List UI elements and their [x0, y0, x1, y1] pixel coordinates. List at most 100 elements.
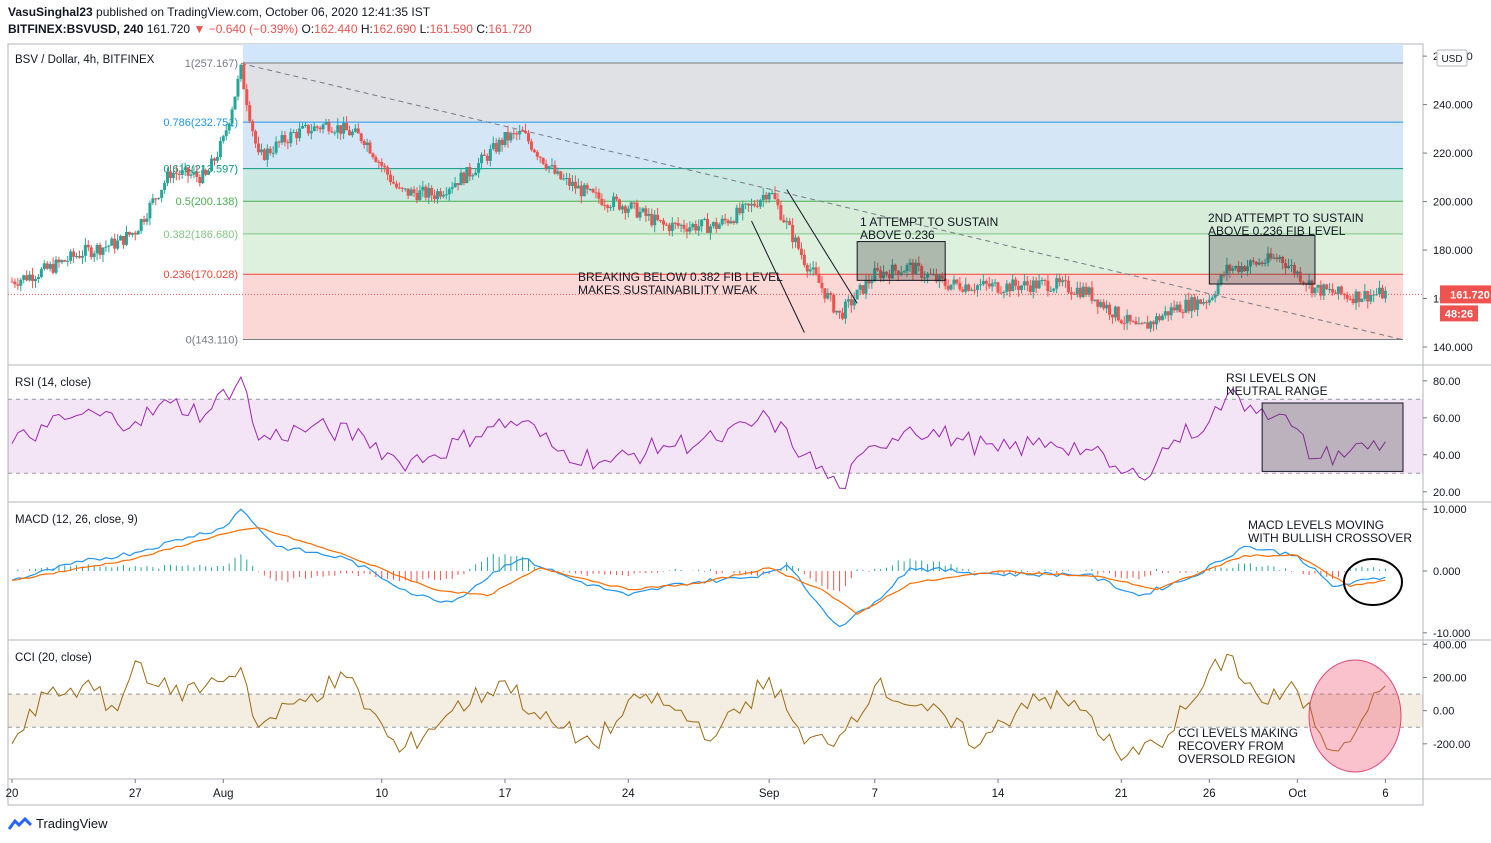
candle-body [553, 165, 557, 174]
candle-body [274, 141, 278, 153]
candle-body [438, 191, 442, 197]
candle-body [104, 246, 108, 248]
candle-body [515, 133, 519, 135]
candle-body [1163, 311, 1167, 316]
candle-body [1022, 281, 1026, 286]
candle-body [488, 148, 492, 161]
candle-body [729, 221, 733, 224]
candle-body [1146, 322, 1150, 329]
candle-body [993, 282, 997, 284]
candle-body [212, 158, 216, 161]
candle-body [397, 187, 401, 189]
candle-body [248, 105, 252, 122]
author-name[interactable]: VasuSinghal23 [8, 5, 93, 19]
candle-body [133, 232, 137, 235]
candle-body [16, 284, 20, 286]
candle-body [685, 228, 689, 232]
candle-body [597, 192, 601, 199]
candle-body [127, 231, 131, 235]
candle-body [89, 247, 93, 257]
candle-body [1378, 287, 1382, 295]
candle-body [1284, 263, 1288, 269]
footer-brand[interactable]: TradingView [36, 816, 108, 831]
candle-body [838, 310, 842, 313]
candle-body [345, 122, 349, 131]
candle-body [289, 132, 293, 144]
fib-band-top [243, 44, 1403, 63]
candle-body [92, 253, 96, 257]
candle-body [321, 124, 325, 130]
candle-body [1028, 285, 1032, 292]
candle-body [612, 196, 616, 208]
candle-body [820, 282, 824, 289]
candle-body [1307, 280, 1311, 285]
candle-body [1002, 291, 1006, 293]
candle-body [42, 263, 46, 269]
candle-body [430, 187, 434, 196]
candle-body [1260, 262, 1264, 264]
candle-body [77, 256, 81, 258]
candle-body [342, 122, 346, 134]
candle-body [726, 220, 730, 224]
candle-body [371, 153, 375, 158]
annotation-text: 1 ATTEMPT TO SUSTAIN [860, 215, 998, 229]
candle-body [785, 221, 789, 223]
candle-body [1125, 314, 1129, 324]
candle-body [365, 142, 369, 145]
candle-body [1131, 321, 1135, 323]
candle-body [973, 289, 977, 291]
candle-body [556, 171, 560, 174]
candle-body [512, 133, 516, 135]
candle-body [885, 271, 889, 274]
candle-body [620, 206, 624, 210]
time-axis-label: Aug [213, 788, 233, 800]
trend-line [240, 62, 1404, 341]
candle-body [1248, 260, 1252, 267]
candle-body [306, 124, 310, 134]
candle-body [33, 279, 37, 282]
candle-body [1366, 291, 1370, 302]
candle-body [914, 262, 918, 275]
candle-body [362, 141, 366, 145]
candle-body [1269, 253, 1273, 259]
candle-body [981, 280, 985, 285]
candle-body [10, 281, 14, 283]
candle-body [509, 133, 513, 141]
close-label: C: [476, 22, 489, 36]
candle-body [353, 128, 357, 132]
candle-body [565, 177, 569, 179]
candle-body [1134, 321, 1138, 325]
candle-body [1372, 294, 1376, 296]
candle-body [1066, 280, 1070, 293]
candle-body [817, 273, 821, 283]
candle-body [239, 64, 243, 79]
candle-body [629, 202, 633, 209]
indicator-axis-label: 20.00 [1433, 487, 1461, 499]
candle-body [799, 248, 803, 255]
candle-body [984, 280, 988, 284]
candle-body [210, 158, 214, 171]
candle-body [615, 196, 619, 200]
candle-body [500, 139, 504, 146]
candle-body [673, 222, 677, 224]
candle-body [151, 198, 155, 203]
candle-body [110, 238, 114, 246]
annotation-text: MACD LEVELS MOVING [1248, 518, 1384, 532]
candle-body [1251, 260, 1255, 262]
candle-body [717, 224, 721, 229]
candle-body [1040, 279, 1044, 281]
candle-body [1348, 298, 1352, 300]
candle-body [1298, 271, 1302, 282]
candle-body [468, 167, 472, 177]
candle-body [940, 275, 944, 279]
candle-body [823, 288, 827, 299]
price-change: −0.640 (−0.39%) [208, 22, 299, 36]
candle-body [391, 182, 395, 184]
candle-body [931, 274, 935, 276]
candle-body [987, 283, 991, 287]
annotation-text: MAKES SUSTAINABILITY WEAK [578, 283, 758, 297]
candle-body [899, 272, 903, 276]
candle-body [1245, 266, 1249, 272]
candle-body [19, 279, 23, 286]
